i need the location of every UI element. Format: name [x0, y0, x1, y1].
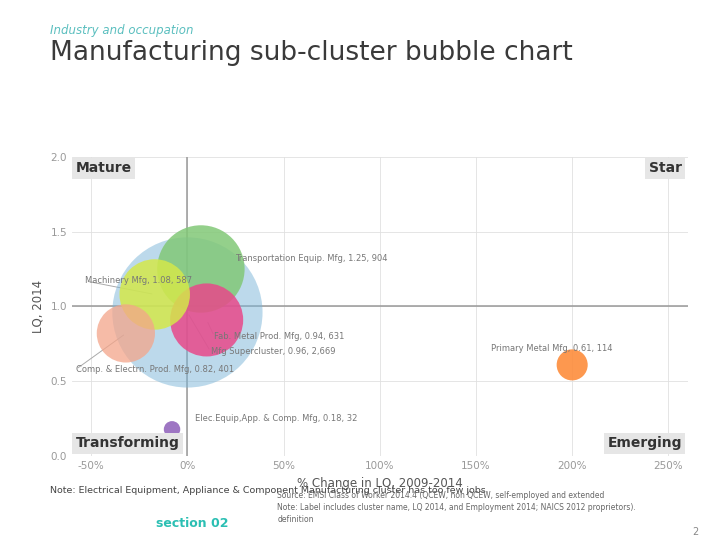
Text: Comp. & Electrn. Prod. Mfg, 0.82, 401: Comp. & Electrn. Prod. Mfg, 0.82, 401	[76, 365, 234, 374]
Text: Mature: Mature	[76, 161, 132, 175]
Point	[120, 329, 132, 338]
Text: Transforming: Transforming	[76, 436, 180, 450]
Text: 2: 2	[692, 527, 698, 537]
Text: Manufacturing sub-cluster bubble chart: Manufacturing sub-cluster bubble chart	[50, 40, 573, 66]
Text: Primary Metal Mfg, 0.61, 114: Primary Metal Mfg, 0.61, 114	[491, 344, 613, 353]
Text: Industry and occupation: Industry and occupation	[50, 24, 194, 37]
Point	[201, 315, 212, 324]
X-axis label: % Change in LQ, 2009-2014: % Change in LQ, 2009-2014	[297, 477, 463, 490]
Text: Fab. Metal Prod. Mfg, 0.94, 631: Fab. Metal Prod. Mfg, 0.94, 631	[215, 332, 345, 341]
Text: Source: EMSI Class of Worker 2014.4 (QCEW, non QCEW, self-employed and extended
: Source: EMSI Class of Worker 2014.4 (QCE…	[277, 491, 636, 524]
Text: Star: Star	[649, 161, 682, 175]
Point	[195, 265, 207, 273]
Point	[166, 425, 178, 434]
Y-axis label: LQ, 2014: LQ, 2014	[32, 280, 45, 333]
Text: Emerging: Emerging	[608, 436, 682, 450]
Text: section 02: section 02	[156, 517, 229, 530]
Text: Mfg Supercluster, 0.96, 2,669: Mfg Supercluster, 0.96, 2,669	[210, 347, 335, 356]
Point	[149, 290, 161, 299]
Text: Elec.Equip,App. & Comp. Mfg, 0.18, 32: Elec.Equip,App. & Comp. Mfg, 0.18, 32	[195, 414, 358, 423]
Text: Transportation Equip. Mfg, 1.25, 904: Transportation Equip. Mfg, 1.25, 904	[235, 254, 388, 263]
Point	[181, 308, 193, 317]
Point	[567, 361, 578, 369]
Text: Note: Electrical Equipment, Appliance & Component Manufacturing cluster has too : Note: Electrical Equipment, Appliance & …	[50, 486, 486, 495]
Text: Machinery Mfg, 1.08, 587: Machinery Mfg, 1.08, 587	[86, 276, 192, 286]
